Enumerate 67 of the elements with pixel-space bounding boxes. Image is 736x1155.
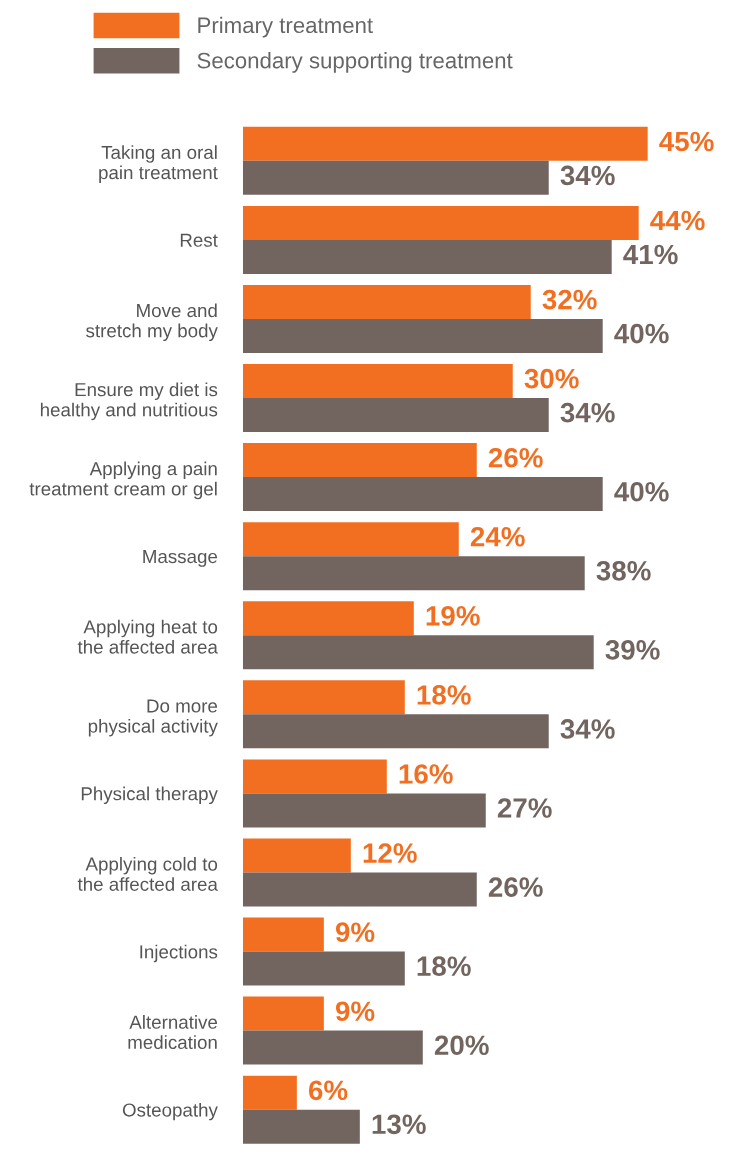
data-label: 39% <box>605 640 660 660</box>
bar <box>242 522 459 557</box>
data-label: 26% <box>488 877 543 897</box>
bar <box>242 996 324 1031</box>
bar <box>242 601 414 636</box>
bar <box>242 477 603 512</box>
bar <box>242 284 531 319</box>
data-label: 9% <box>335 1001 375 1022</box>
data-label: 34% <box>560 165 615 186</box>
y-tick-label: Rest <box>180 233 218 247</box>
bar <box>242 872 477 907</box>
y-tick-label: Injections <box>140 944 218 963</box>
bar <box>242 838 351 873</box>
data-label: 27% <box>497 798 552 818</box>
bar <box>242 714 549 749</box>
bar <box>242 680 405 715</box>
data-label: 38% <box>596 560 651 581</box>
data-label: 41% <box>623 244 678 265</box>
bar <box>242 398 549 433</box>
data-label: 24% <box>470 526 525 547</box>
y-tick-label: Osteopathy <box>122 1102 218 1121</box>
bar <box>242 239 612 274</box>
bar <box>242 205 639 240</box>
data-label: 32% <box>542 289 597 310</box>
data-label: 30% <box>524 368 579 389</box>
y-tick-label: Applying cold to the affected area <box>77 856 218 891</box>
bar <box>242 160 549 195</box>
data-label: 40% <box>614 323 669 344</box>
y-tick-label: Applying a pain treatment cream or gel <box>29 461 217 500</box>
data-label: 18% <box>417 956 471 976</box>
data-label: 9% <box>335 922 375 942</box>
bar <box>242 318 603 353</box>
bar <box>242 1030 423 1065</box>
data-label: 44% <box>650 210 705 231</box>
bar <box>242 1075 297 1110</box>
data-label: 6% <box>308 1080 348 1101</box>
data-label: 19% <box>426 606 480 626</box>
y-tick-label: Physical therapy <box>81 786 218 805</box>
data-label: 16% <box>399 764 453 784</box>
data-label: 45% <box>659 131 714 152</box>
y-tick-label: Do more physical activity <box>88 699 218 737</box>
data-label: 12% <box>363 843 417 863</box>
data-label: 26% <box>488 447 543 468</box>
data-label: 40% <box>614 481 669 502</box>
bar <box>242 556 585 591</box>
bar <box>242 364 513 399</box>
data-label: 34% <box>560 719 615 739</box>
data-label: 20% <box>434 1035 489 1056</box>
bar <box>242 951 405 986</box>
y-tick-label: Ensure my diet is healthy and nutritious <box>40 382 218 421</box>
bar <box>242 443 477 478</box>
data-label: 13% <box>372 1114 426 1135</box>
y-tick-label: Move and stretch my body <box>86 303 218 342</box>
bar <box>242 635 594 670</box>
bar <box>242 1109 360 1144</box>
bar <box>242 917 324 952</box>
data-label: 34% <box>560 402 615 423</box>
bar <box>242 793 486 828</box>
legend-label: Primary treatment <box>198 16 373 38</box>
data-label: 18% <box>417 685 471 705</box>
y-tick-label: Taking an oral pain treatment <box>99 145 218 183</box>
y-tick-label: Massage <box>143 550 218 567</box>
legend-label: Secondary supporting treatment <box>197 52 513 73</box>
y-tick-label: Alternative medication <box>128 1015 218 1050</box>
bar <box>242 759 387 794</box>
bar <box>242 126 648 161</box>
y-tick-label: Applying heat to the affected area <box>77 619 218 654</box>
